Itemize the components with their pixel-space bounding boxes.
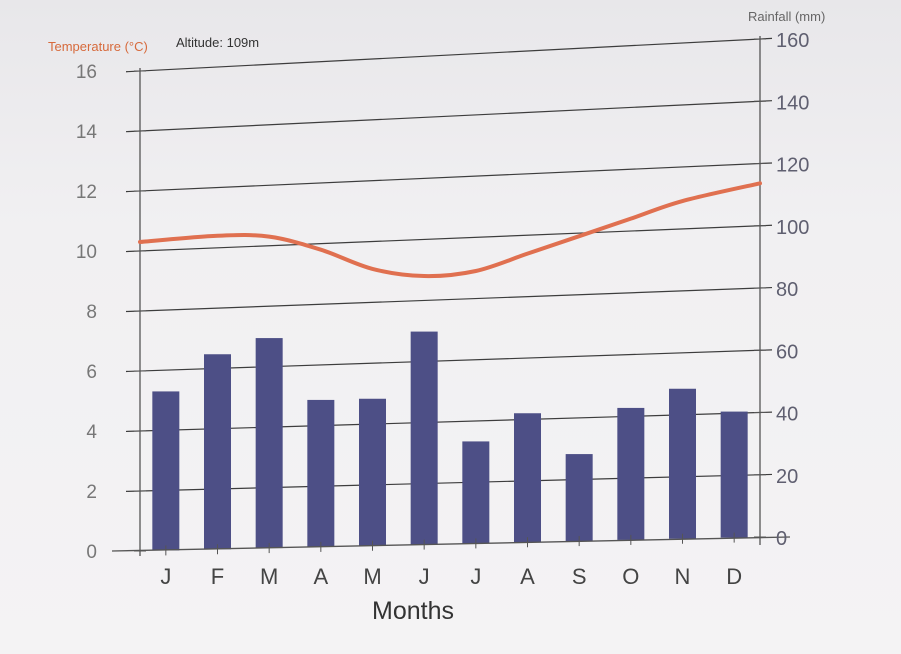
x-axis-title: Months [372, 597, 454, 625]
rainfall-bar [204, 354, 231, 550]
temperature-tick-label: 0 [86, 542, 97, 563]
rainfall-tick-label: 0 [776, 528, 787, 550]
gridline [125, 37, 773, 73]
rainfall-bar [410, 331, 438, 545]
rainfall-tick-label: 80 [776, 279, 798, 301]
rainfall-bars [152, 331, 748, 551]
month-label: F [211, 564, 224, 589]
month-label: S [572, 564, 587, 589]
month-label: M [260, 564, 278, 589]
month-label: J [160, 564, 171, 589]
rainfall-bar [669, 388, 696, 539]
rainfall-bar [720, 411, 748, 538]
month-label: A [520, 564, 535, 589]
gridlines [125, 37, 773, 492]
month-label: D [726, 564, 742, 589]
rainfall-tick-label: 100 [776, 217, 809, 239]
temperature-tick-label: 6 [86, 362, 97, 383]
month-label: M [363, 564, 381, 589]
gridline [125, 224, 773, 253]
rainfall-tick-label: 40 [776, 404, 798, 426]
rainfall-bar [565, 454, 593, 542]
rainfall-bar [152, 391, 180, 551]
gridline [125, 100, 773, 133]
month-label: A [313, 564, 328, 589]
temperature-tick-label: 8 [86, 302, 97, 323]
rainfall-axis-title: Rainfall (mm) [748, 9, 825, 24]
rainfall-tick-label: 160 [776, 30, 809, 52]
temperature-axis-title: Temperature (°C) [48, 39, 148, 54]
month-label: O [622, 564, 639, 589]
rainfall-bar [359, 398, 386, 546]
temperature-line [138, 181, 762, 279]
gridline [125, 411, 773, 433]
gridline [125, 473, 773, 492]
temperature-tick-label: 12 [76, 182, 97, 203]
temperature-tick-label: 2 [86, 482, 97, 503]
rainfall-bar [514, 413, 541, 543]
temperature-tick-label: 16 [76, 62, 97, 83]
temperature-line-group [138, 181, 762, 279]
rainfall-tick-label: 120 [776, 155, 809, 177]
rainfall-tick-label: 140 [776, 92, 809, 114]
temperature-tick-label: 4 [86, 422, 97, 443]
rainfall-tick-label: 60 [776, 341, 798, 363]
temperature-ticks: 0 2 4 6 8 10 12 14 16 [76, 62, 146, 563]
altitude-label: Altitude: 109m [176, 35, 259, 50]
gridline [125, 349, 773, 373]
month-label: J [419, 564, 430, 589]
axes [111, 36, 791, 556]
gridline [125, 162, 773, 193]
gridline [125, 286, 773, 313]
month-label: N [675, 564, 691, 589]
rainfall-bar [617, 407, 645, 540]
rainfall-tick-label: 20 [776, 466, 798, 488]
x-axis-line [111, 536, 791, 552]
temperature-tick-label: 10 [76, 242, 97, 263]
rainfall-ticks: 0 20 40 60 80 100 120 140 160 [754, 30, 809, 550]
temperature-tick-label: 14 [76, 122, 98, 143]
month-label: J [470, 564, 481, 589]
rainfall-bar [255, 338, 283, 549]
rainfall-bar [307, 399, 335, 547]
rainfall-bar [462, 441, 490, 544]
